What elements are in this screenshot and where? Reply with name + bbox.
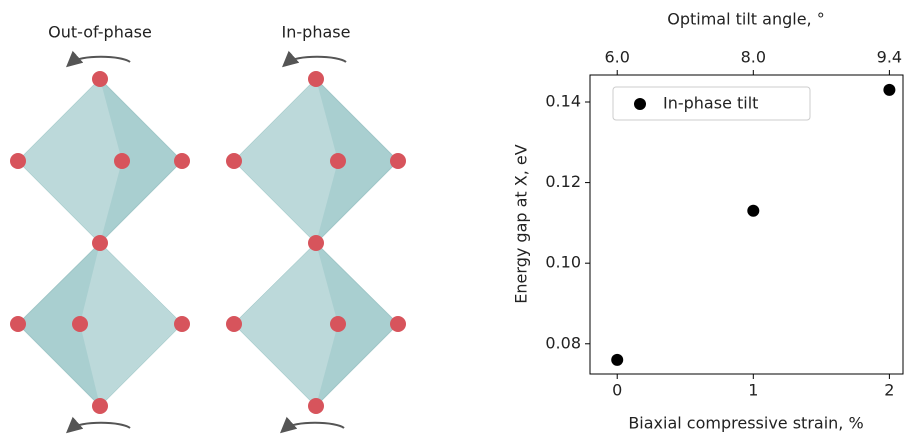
data-point: [883, 83, 896, 96]
y-tick-label: 0.12: [545, 172, 581, 191]
x-tick-label: 2: [884, 381, 894, 400]
octahedra-diagram: Out-of-phase In-phase: [10, 23, 406, 434]
x2-axis-label: Optimal tilt angle, °: [667, 10, 824, 29]
x-tick-label: 1: [748, 381, 758, 400]
y-tick-label: 0.08: [545, 333, 581, 352]
diagram-label: Out-of-phase: [48, 23, 152, 42]
x2-tick-label: 6.0: [604, 48, 629, 67]
legend-label: In-phase tilt: [663, 94, 758, 113]
plot-frame: [589, 74, 904, 375]
data-point: [611, 353, 624, 366]
x-tick-label: 0: [612, 381, 622, 400]
y-tick-label: 0.14: [545, 91, 581, 110]
y-axis-label: Energy gap at X, eV: [512, 144, 531, 303]
data-point: [747, 204, 760, 217]
diagram-label: In-phase: [282, 23, 351, 42]
octahedra-right: [226, 50, 406, 434]
legend-marker: [634, 98, 646, 110]
octahedra-left: [10, 50, 190, 434]
y-tick-label: 0.10: [545, 253, 581, 272]
x-axis-label: Biaxial compressive strain, %: [628, 414, 863, 433]
legend-box: [612, 86, 811, 121]
x2-tick-label: 8.0: [741, 48, 766, 67]
x2-tick-label: 9.4: [877, 48, 902, 67]
